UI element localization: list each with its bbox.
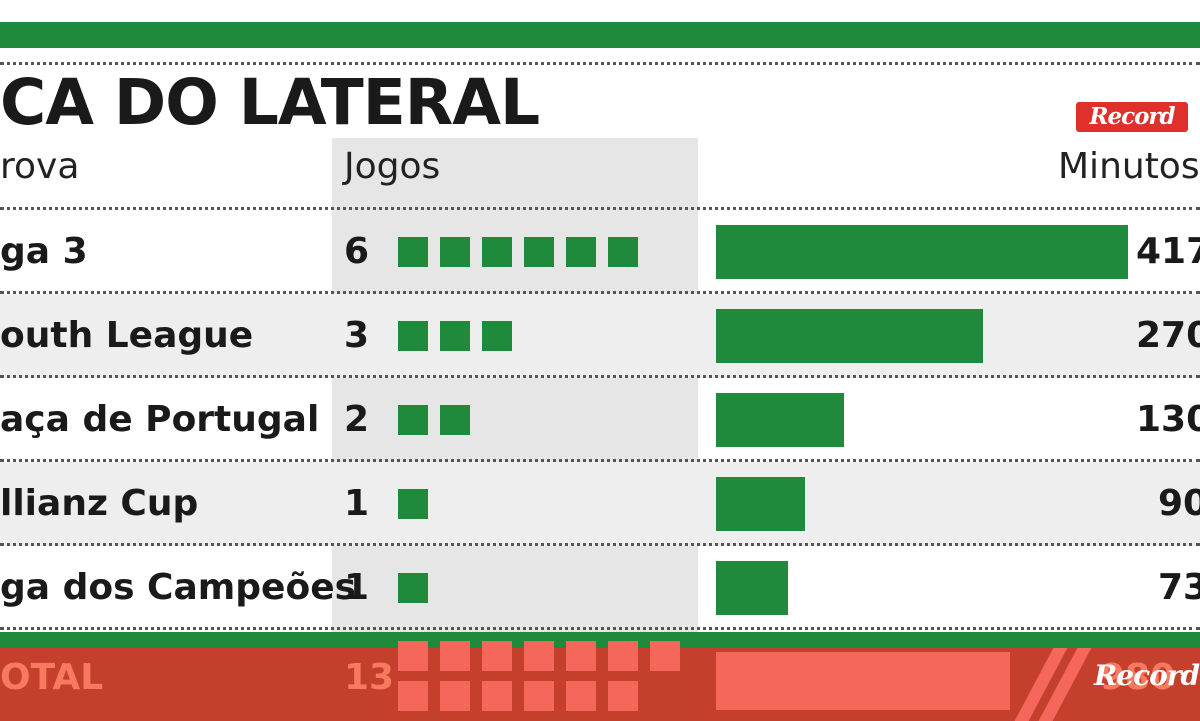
game-square	[440, 321, 470, 351]
minutes-label: 417	[1136, 231, 1200, 272]
record-logo: Record	[1076, 102, 1188, 132]
games-label: 1	[344, 483, 370, 524]
divider	[0, 459, 1200, 462]
minutes-label: 73	[1158, 567, 1200, 608]
minutes-label: 130	[1136, 399, 1200, 440]
minutes-label: 90	[1158, 483, 1200, 524]
divider	[0, 207, 1200, 210]
header-games: Jogos	[344, 146, 441, 187]
header-minutes: Minutos	[1058, 146, 1200, 187]
total-game-square	[440, 681, 470, 711]
game-square	[398, 237, 428, 267]
divider	[0, 375, 1200, 378]
game-square	[398, 321, 428, 351]
total-game-square	[524, 681, 554, 711]
minutes-bar	[716, 393, 844, 447]
game-square	[524, 237, 554, 267]
total-minutes: 980	[1100, 657, 1176, 698]
row-background	[0, 294, 1200, 378]
bottom-green-bar	[0, 632, 1200, 648]
game-square	[608, 237, 638, 267]
total-game-square	[650, 641, 680, 671]
divider	[0, 543, 1200, 546]
total-games: 13	[344, 657, 395, 698]
competition-label: aça de Portugal	[0, 399, 320, 440]
minutes-bar	[716, 561, 788, 615]
total-minutes-bar	[716, 652, 1010, 710]
divider	[0, 291, 1200, 294]
game-square	[440, 237, 470, 267]
game-square	[398, 573, 428, 603]
total-game-square	[566, 681, 596, 711]
game-square	[566, 237, 596, 267]
minutes-bar	[716, 477, 805, 531]
total-game-square	[608, 641, 638, 671]
row-background	[0, 462, 1200, 546]
total-game-square	[524, 641, 554, 671]
top-green-bar	[0, 22, 1200, 48]
divider	[0, 627, 1200, 630]
games-label: 3	[344, 315, 370, 356]
competition-label: ga 3	[0, 231, 88, 272]
total-game-square	[482, 681, 512, 711]
page-title: CA DO LATERAL	[0, 66, 540, 139]
total-game-square	[482, 641, 512, 671]
minutes-bar	[716, 225, 1128, 279]
games-label: 1	[344, 567, 370, 608]
total-game-square	[608, 681, 638, 711]
competition-label: ga dos Campeões	[0, 567, 357, 608]
minutes-bar	[716, 309, 983, 363]
games-label: 6	[344, 231, 370, 272]
competition-label: outh League	[0, 315, 254, 356]
total-label: OTAL	[0, 657, 104, 698]
game-square	[398, 489, 428, 519]
game-square	[398, 405, 428, 435]
games-column-background	[332, 138, 698, 650]
minutes-label: 270	[1136, 315, 1200, 356]
divider	[0, 62, 1200, 65]
game-square	[482, 321, 512, 351]
total-game-square	[566, 641, 596, 671]
game-square	[482, 237, 512, 267]
total-game-square	[440, 641, 470, 671]
total-game-square	[398, 641, 428, 671]
total-game-square	[398, 681, 428, 711]
header-competition: rova	[0, 146, 80, 187]
record-logo-footer: Record	[1094, 659, 1200, 692]
game-square	[440, 405, 470, 435]
games-label: 2	[344, 399, 370, 440]
competition-label: llianz Cup	[0, 483, 199, 524]
